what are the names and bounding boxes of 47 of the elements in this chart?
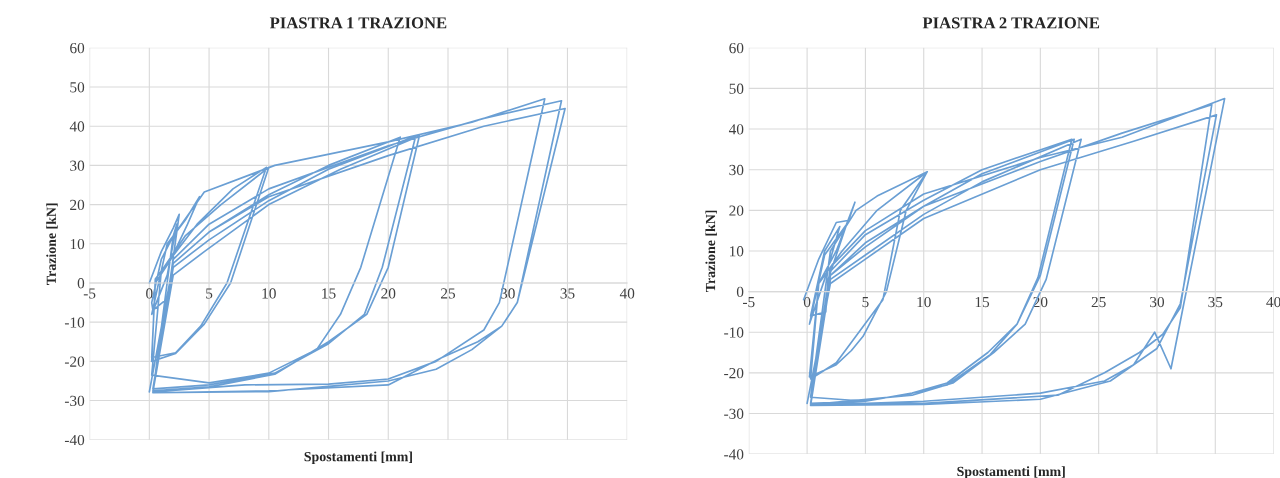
y-axis-title: Trazione [kN] xyxy=(46,203,58,285)
y-tick-label: -40 xyxy=(724,449,744,460)
x-tick-label: -5 xyxy=(83,288,96,299)
x-tick-label: 10 xyxy=(917,296,931,308)
y-tick-label: 10 xyxy=(730,246,744,257)
x-tick-label: 40 xyxy=(619,288,635,299)
y-tick-label: 30 xyxy=(70,160,85,171)
y-tick-label: -20 xyxy=(724,367,744,379)
y-tick-label: -40 xyxy=(64,434,85,446)
x-axis-title: Spostamenti [mm] xyxy=(957,466,1065,478)
y-tick-label: -10 xyxy=(724,327,744,338)
line-series xyxy=(802,97,1226,407)
y-tick-label: -20 xyxy=(64,356,85,367)
x-axis-title: Spostamenti [mm] xyxy=(304,451,412,465)
chart-title: PIASTRA 2 TRAZIONE xyxy=(922,17,1100,29)
y-tick-label: -30 xyxy=(64,395,85,407)
y-axis-title: Trazione [kN] xyxy=(705,210,717,293)
x-tick-label: 0 xyxy=(146,288,153,299)
x-tick-label: 40 xyxy=(1266,296,1280,308)
x-tick-label: 15 xyxy=(322,288,336,299)
y-tick-label: 60 xyxy=(70,42,85,54)
x-tick-label: 35 xyxy=(1208,296,1223,308)
y-tick-label: 50 xyxy=(729,83,744,94)
y-tick-label: 0 xyxy=(77,278,85,289)
y-tick-label: -10 xyxy=(64,317,85,328)
x-tick-label: 35 xyxy=(560,288,575,299)
y-tick-label: 50 xyxy=(70,82,85,93)
x-tick-label: 5 xyxy=(862,297,869,308)
x-tick-label: 10 xyxy=(262,288,276,299)
y-tick-label: 30 xyxy=(729,164,744,176)
y-tick-label: 20 xyxy=(729,205,744,216)
chart-title: PIASTRA 1 TRAZIONE xyxy=(269,17,447,29)
y-tick-label: 20 xyxy=(70,199,85,211)
x-tick-label: 30 xyxy=(1150,296,1165,308)
y-tick-label: -30 xyxy=(724,408,744,419)
y-tick-label: 10 xyxy=(70,238,85,250)
x-tick-label: 25 xyxy=(1091,296,1106,308)
x-tick-label: 0 xyxy=(803,296,811,308)
x-tick-label: -5 xyxy=(743,297,755,308)
x-tick-label: 5 xyxy=(206,288,213,299)
x-tick-label: 20 xyxy=(381,288,396,299)
x-tick-label: 15 xyxy=(975,296,990,308)
x-tick-label: 30 xyxy=(500,288,515,299)
y-tick-label: 40 xyxy=(69,121,85,132)
y-tick-label: 40 xyxy=(728,124,744,135)
x-tick-label: 25 xyxy=(441,288,456,299)
y-tick-label: 60 xyxy=(729,42,744,54)
